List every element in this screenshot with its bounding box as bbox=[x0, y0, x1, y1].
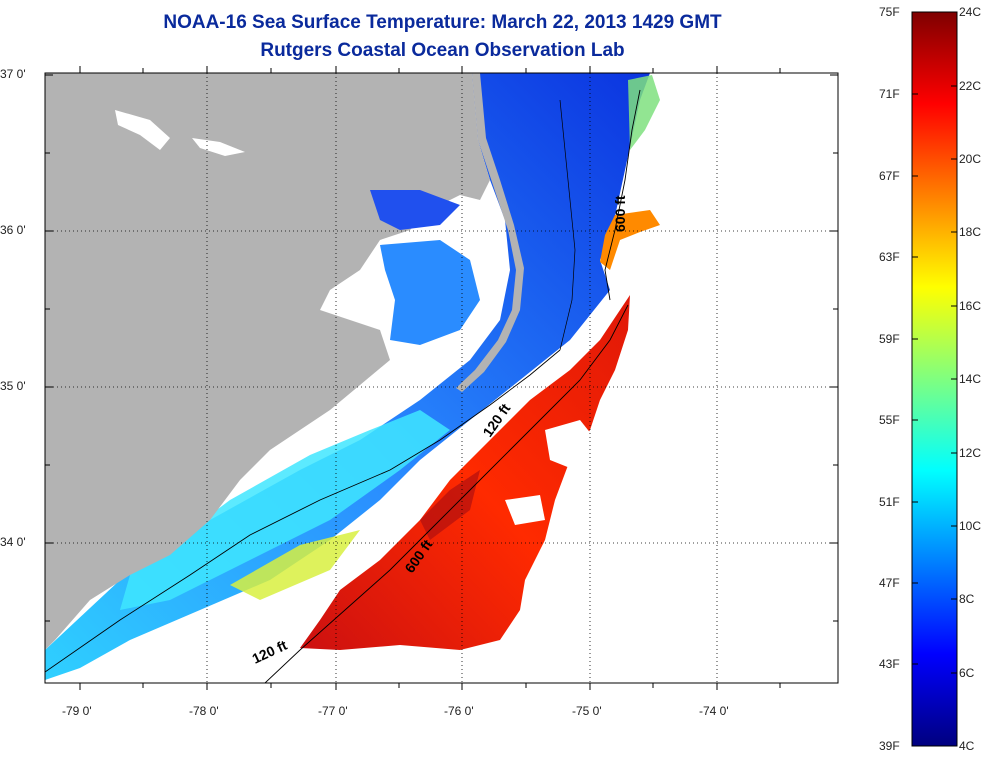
warm-core bbox=[420, 470, 480, 540]
map-subtitle: Rutgers Coastal Ocean Observation Lab bbox=[260, 40, 625, 61]
isobath-120-south bbox=[45, 349, 561, 673]
lon-label: -79 0' bbox=[62, 704, 92, 718]
colorbar-c-label: 16C bbox=[959, 299, 982, 313]
colorbar-f-label: 51F bbox=[879, 495, 900, 509]
colorbar-c-label: 24C bbox=[959, 5, 982, 19]
lat-label: 37 0' bbox=[0, 67, 26, 81]
lon-label: -74 0' bbox=[699, 704, 729, 718]
no-data-patch bbox=[545, 420, 600, 470]
plot-frame bbox=[44, 72, 839, 684]
colorbar bbox=[912, 12, 957, 746]
colorbar-c-label: 18C bbox=[959, 225, 982, 239]
colorbar-f-label: 59F bbox=[879, 332, 900, 346]
no-data-patch bbox=[505, 495, 545, 525]
colorbar-ticks bbox=[912, 85, 957, 674]
warm-eddy bbox=[600, 210, 660, 270]
colorbar-c-label: 22C bbox=[959, 79, 982, 93]
colorbar-c-label: 4C bbox=[959, 739, 975, 753]
colorbar-c-label: 6C bbox=[959, 666, 975, 680]
contour-label: 600 ft bbox=[612, 195, 628, 232]
gulf-stream bbox=[300, 295, 630, 650]
outer-banks bbox=[456, 73, 524, 392]
colorbar-f-label: 43F bbox=[879, 657, 900, 671]
colorbar-f-label: 67F bbox=[879, 169, 900, 183]
lat-label: 35 0' bbox=[0, 379, 26, 393]
colorbar-f-label: 39F bbox=[879, 739, 900, 753]
lon-ticks bbox=[79, 66, 781, 690]
lat-label: 36 0' bbox=[0, 223, 26, 237]
colorbar-c-label: 12C bbox=[959, 446, 982, 460]
cloud-patch bbox=[192, 138, 245, 156]
colorbar-c-label: 8C bbox=[959, 592, 975, 606]
colorbar-f-label: 47F bbox=[879, 576, 900, 590]
colorbar-c-label: 10C bbox=[959, 519, 982, 533]
isobath-120-north bbox=[559, 99, 576, 351]
lon-label: -77 0' bbox=[318, 704, 348, 718]
colorbar-c-label: 14C bbox=[959, 372, 982, 386]
colorbar-f-label: 55F bbox=[879, 413, 900, 427]
lon-label: -76 0' bbox=[444, 704, 474, 718]
colorbar-c-label: 20C bbox=[959, 152, 982, 166]
nearshore-cool-band bbox=[120, 410, 450, 610]
offshore-green-patch bbox=[628, 75, 660, 150]
transition-band bbox=[230, 530, 360, 600]
colorbar-f-label: 63F bbox=[879, 250, 900, 264]
graticule bbox=[45, 73, 838, 683]
isobath-600-north bbox=[604, 89, 641, 301]
lat-label: 34 0' bbox=[0, 535, 26, 549]
colorbar-f-label: 75F bbox=[879, 5, 900, 19]
pamlico-sound bbox=[380, 240, 480, 345]
lon-label: -75 0' bbox=[572, 704, 602, 718]
isobath-600-south bbox=[264, 304, 629, 683]
land-mass bbox=[45, 73, 490, 650]
cloud-patch bbox=[115, 110, 170, 150]
coastal-water bbox=[45, 73, 650, 680]
lon-label: -78 0' bbox=[189, 704, 219, 718]
lat-ticks bbox=[45, 74, 838, 622]
colorbar-f-label: 71F bbox=[879, 87, 900, 101]
map-title: NOAA-16 Sea Surface Temperature: March 2… bbox=[163, 12, 722, 33]
albemarle-sound bbox=[370, 190, 460, 230]
